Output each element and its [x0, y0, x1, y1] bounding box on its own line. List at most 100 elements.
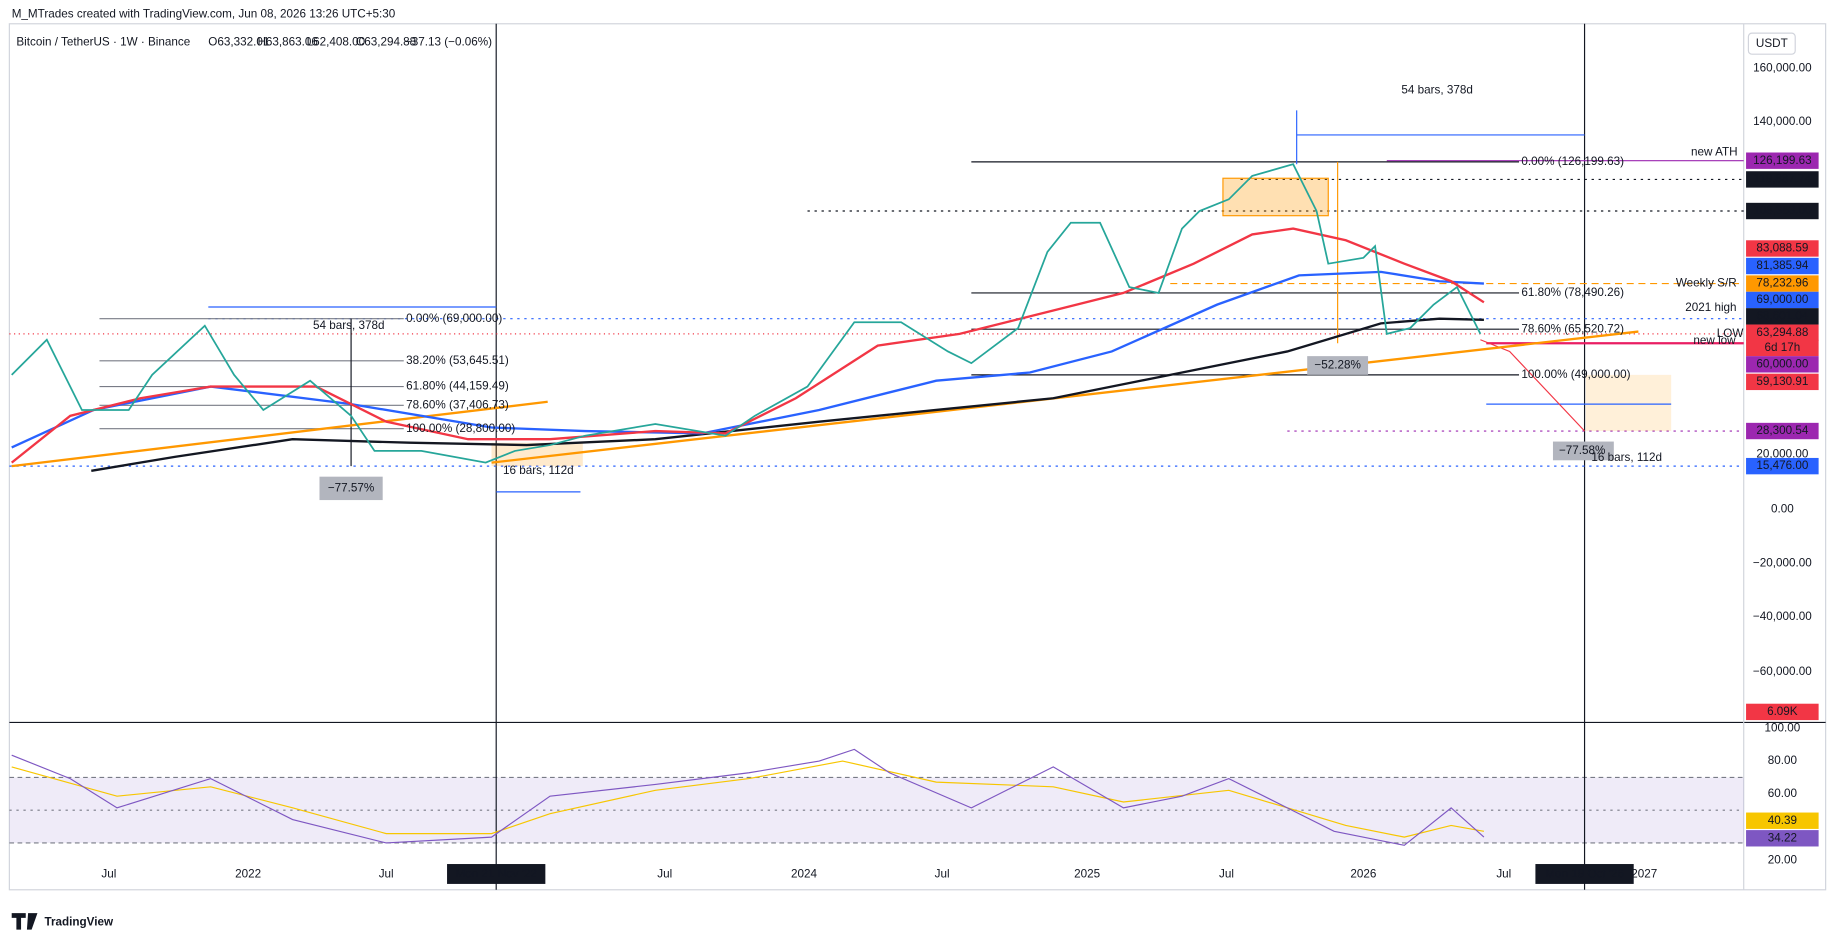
time-axis-label: Jul: [379, 868, 394, 881]
price-tag: 108,353.00: [1753, 204, 1812, 217]
price-axis-label: −60,000.00: [1753, 665, 1812, 678]
price-axis-label: −40,000.00: [1753, 610, 1812, 623]
time-axis-label: Jul: [657, 868, 672, 881]
fib-label: 61.80% (44,159.49): [406, 380, 509, 393]
price-tag: 83,088.59: [1756, 242, 1808, 255]
price-tag-bg: [1746, 324, 1819, 341]
price-tag: 63,294.88: [1756, 326, 1808, 339]
logo-mark: [11, 913, 38, 930]
ohlc: L62,408.00: [307, 36, 366, 49]
price-axis-label: 0.00: [1771, 503, 1794, 516]
ohlc: C63,294.88: [356, 36, 416, 49]
fib-label: 0.00% (69,000.00): [406, 312, 502, 325]
time-axis-label: Jul: [1496, 868, 1511, 881]
fib-label: 100.00% (49,000.00): [1521, 368, 1630, 381]
ohlc: H63,863.06: [257, 36, 317, 49]
price-tag-bg: [1746, 356, 1819, 373]
ma-100: [11, 270, 1484, 449]
fib-label: 38.20% (53,645.51): [406, 354, 509, 367]
time-marker-bg: [447, 864, 546, 884]
price-tag-bg: [1746, 830, 1819, 847]
price-tag: 6d 17h: [1764, 341, 1800, 354]
symbol: Bitcoin / TetherUS · 1W · Binance: [16, 36, 190, 49]
price-tag-bg: [1746, 275, 1819, 292]
price-tag-bg: [1746, 703, 1819, 721]
currency-box: [1747, 32, 1796, 55]
fib-label: 78.60% (37,406.73): [406, 398, 509, 411]
logo: TradingView: [44, 916, 114, 929]
rsi-ma: [11, 760, 1485, 838]
price-tag: 69,000.00: [1756, 293, 1808, 306]
price-tag-bg: [1746, 202, 1819, 220]
price-tag-bg: [1746, 291, 1819, 309]
annotation: new low: [1693, 334, 1736, 347]
price-tag-bg: [1746, 339, 1819, 357]
drop-box: [1307, 356, 1369, 375]
annotation: Weekly S/R: [1676, 277, 1737, 290]
rsi-axis-label: 80.00: [1768, 754, 1798, 767]
price-tag-bg: [1746, 240, 1819, 257]
price-tag-bg: [1746, 308, 1819, 325]
ohlc: O63,332.01: [208, 36, 269, 49]
drop-box: [1552, 441, 1614, 461]
projection-box: [1585, 374, 1672, 432]
drop-label: −77.58%: [1559, 444, 1605, 457]
ohlc: −37.13 (−0.06%): [405, 36, 492, 49]
price-tag: 28,300.54: [1756, 424, 1808, 437]
rsi-axis-label: 20.00: [1768, 854, 1798, 867]
price-axis-label: 140,000.00: [1753, 115, 1812, 128]
annotation: new ATH: [1691, 146, 1738, 159]
annotation: 2021 high: [1685, 301, 1736, 314]
time-axis-label: 2022: [235, 868, 261, 881]
bars-label: 16 bars, 112d: [503, 464, 574, 477]
drop-label: −52.28%: [1314, 359, 1360, 372]
price-tag: 119,887.74: [1754, 173, 1812, 186]
price-tag-bg: [1746, 812, 1819, 829]
price-tag-bg: [1746, 257, 1819, 275]
price-tag-bg: [1746, 152, 1819, 169]
time-marker-bg: [1535, 864, 1634, 884]
time-axis-label: Mon 21 Nov '22: [455, 868, 537, 881]
price-tag: 68,601.04: [1756, 309, 1808, 322]
price-tag: 126,199.63: [1753, 154, 1812, 167]
price-axis-label: −20,000.00: [1753, 556, 1812, 569]
frame: [8, 23, 1827, 891]
annotation: LOW: [1717, 327, 1744, 340]
price-tag: 78,232.96: [1756, 277, 1808, 290]
price-path: [11, 163, 1482, 464]
highlight-box: [1222, 177, 1329, 217]
fib-label: 61.80% (78,490.26): [1521, 286, 1624, 299]
fib-label: 0.00% (126,199.63): [1521, 155, 1624, 168]
time-axis-label: Jul: [935, 868, 950, 881]
time-axis-label: 2024: [791, 868, 818, 881]
price-tag-bg: [1746, 171, 1819, 188]
range-label: 54 bars, 378d: [1401, 84, 1472, 97]
range-label: 54 bars, 378d: [313, 319, 384, 332]
price-tag: 59,130.91: [1756, 375, 1808, 388]
time-axis-label: Jul: [1219, 868, 1234, 881]
price-tag-bg: [1746, 373, 1819, 391]
drop-label: −77.57%: [328, 481, 374, 494]
price-tag: 34.22: [1768, 831, 1797, 844]
projection-path: [1480, 339, 1585, 432]
price-tag: 6.09K: [1767, 705, 1798, 718]
rsi-line: [11, 748, 1485, 846]
ma-50: [10, 227, 1485, 464]
bars-label: 16 bars, 112d: [1591, 451, 1662, 464]
price-tag: 40.39: [1768, 814, 1797, 827]
price-tag: 15,476.00: [1756, 459, 1808, 472]
time-axis-label: 2025: [1074, 868, 1101, 881]
price-axis-label: 20,000.00: [1756, 448, 1808, 461]
time-axis-label: Jul: [101, 868, 116, 881]
price-tag: 81,385.94: [1756, 259, 1808, 272]
price-axis-label: 160,000.00: [1753, 61, 1812, 74]
labels: M_MTrades created with TradingView.com, …: [11, 8, 1819, 930]
fib-label: 100.00% (28,800.00): [406, 422, 515, 435]
author: M_MTrades created with TradingView.com, …: [12, 8, 396, 21]
fib-label: 78.60% (65,520.72): [1521, 322, 1624, 335]
ma-200: [91, 317, 1484, 472]
rsi-axis-label: 60.00: [1768, 787, 1798, 800]
